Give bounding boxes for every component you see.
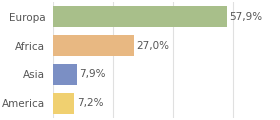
- Bar: [53, 35, 134, 56]
- Bar: [53, 6, 227, 27]
- Bar: [53, 64, 76, 85]
- Text: 7,2%: 7,2%: [77, 98, 103, 108]
- Bar: [53, 93, 74, 114]
- Text: 57,9%: 57,9%: [229, 12, 262, 22]
- Text: 7,9%: 7,9%: [79, 69, 106, 79]
- Text: 27,0%: 27,0%: [136, 41, 169, 51]
